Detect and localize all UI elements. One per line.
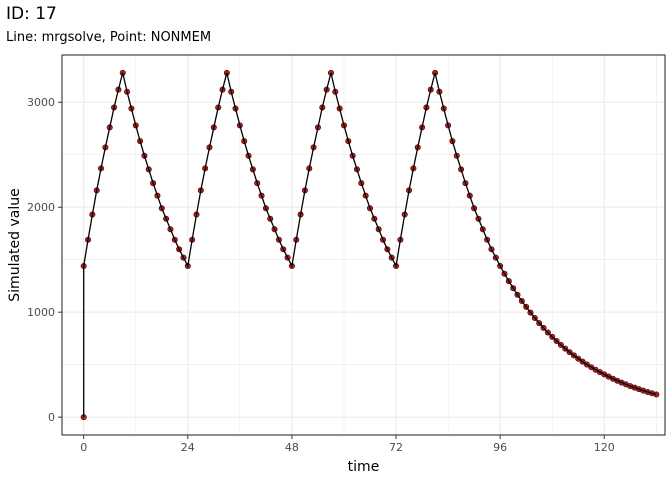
x-tick-label: 48 xyxy=(285,441,299,454)
plot-border xyxy=(61,54,666,436)
chart-title: ID: 17 xyxy=(6,4,57,24)
x-tick-label: 120 xyxy=(594,441,615,454)
plot-background xyxy=(62,55,665,435)
major-gridlines xyxy=(62,55,665,435)
y-tick-label: 3000 xyxy=(27,96,55,109)
mrgsolve-line xyxy=(83,72,657,418)
x-tick-label: 0 xyxy=(80,441,87,454)
y-tick-label: 2000 xyxy=(27,201,55,214)
x-tick-labels: 0 24 48 72 96 120 xyxy=(80,441,615,454)
minor-gridlines xyxy=(62,55,665,435)
axis-ticks xyxy=(58,101,605,439)
y-tick-label: 1000 xyxy=(27,306,55,319)
x-tick-label: 96 xyxy=(493,441,507,454)
x-tick-label: 24 xyxy=(181,441,195,454)
y-axis-title: Simulated value xyxy=(7,188,23,301)
y-tick-labels: 0 1000 2000 3000 xyxy=(27,96,55,424)
x-axis-title: time xyxy=(348,459,380,475)
x-tick-label: 72 xyxy=(389,441,403,454)
y-tick-label: 0 xyxy=(48,411,55,424)
data-point xyxy=(653,391,660,398)
chart-subtitle: Line: mrgsolve, Point: NONMEM xyxy=(6,30,212,45)
